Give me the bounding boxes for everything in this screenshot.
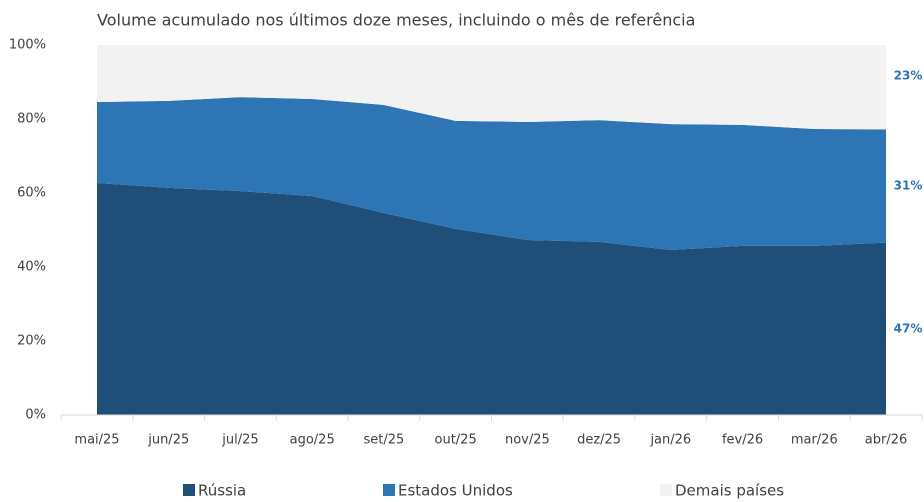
x-tick-label: set/25 [364, 433, 405, 448]
legend-label: Rússia [198, 482, 246, 500]
x-tick-label: out/25 [435, 433, 477, 448]
legend-swatch [183, 484, 195, 496]
x-tick-label: ago/25 [290, 433, 335, 448]
y-tick-label: 80% [17, 112, 46, 127]
x-tick-label: jul/25 [221, 433, 258, 448]
chart-title: Volume acumulado nos últimos doze meses,… [97, 11, 695, 30]
x-tick-label: jan/26 [649, 433, 691, 448]
value-label: 23% [894, 69, 923, 83]
area [97, 183, 886, 415]
legend-swatch [383, 484, 395, 496]
legend-label: Demais países [675, 482, 784, 500]
y-tick-label: 40% [17, 260, 46, 275]
x-tick-label: abr/26 [865, 433, 908, 448]
x-tick-label: dez/25 [577, 433, 621, 448]
y-tick-label: 60% [17, 186, 46, 201]
x-tick-label: fev/26 [722, 433, 763, 448]
y-tick-label: 100% [9, 38, 46, 53]
area [97, 45, 886, 130]
value-label: 31% [894, 178, 923, 192]
legend-label: Estados Unidos [398, 482, 513, 500]
legend-swatch [660, 484, 672, 496]
x-tick-label: nov/25 [505, 433, 550, 448]
area [97, 97, 886, 250]
x-tick-label: mai/25 [74, 433, 119, 448]
y-tick-label: 20% [17, 334, 46, 349]
value-label: 47% [894, 321, 923, 335]
x-tick-label: mar/26 [791, 433, 838, 448]
x-tick-label: jun/25 [147, 433, 189, 448]
y-tick-label: 0% [25, 408, 46, 423]
